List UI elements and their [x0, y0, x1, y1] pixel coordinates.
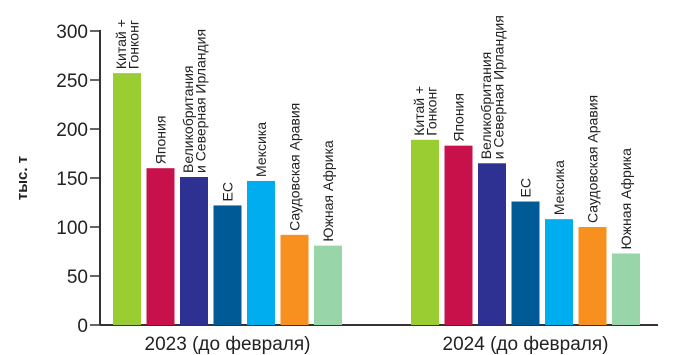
bar [280, 234, 309, 325]
bar [180, 177, 208, 325]
bar [578, 227, 607, 325]
bar-label: Южная Африка [320, 140, 336, 242]
bar [314, 245, 342, 325]
bar [444, 145, 473, 325]
bar [478, 163, 506, 325]
bar-label: Великобритания [180, 66, 196, 174]
bar [545, 219, 573, 325]
y-tick-label: 100 [56, 218, 88, 239]
bar-label: и Северная Ирландия [192, 29, 208, 173]
bar [511, 201, 540, 325]
bar-label: ЕС [518, 178, 534, 197]
bar-label: ЕС [220, 182, 236, 201]
bar-label: Китай + [411, 86, 427, 136]
bar [113, 73, 141, 325]
bar-label: Мексика [253, 122, 269, 177]
bar-label: Мексика [551, 160, 567, 215]
x-category-label: 2024 (до февраля) [443, 334, 609, 355]
bar-label: Китай + [113, 19, 129, 69]
y-tick-label: 50 [67, 267, 88, 288]
y-tick-label: 150 [56, 169, 88, 190]
x-category-label: 2023 (до февраля) [145, 334, 311, 355]
bar [411, 139, 439, 325]
axes: 0 50 100 150 200 250 300 2023 (до февраля) 2024 … [56, 22, 658, 355]
bar [213, 205, 242, 325]
bar-label: Великобритания [478, 52, 494, 160]
bar-label: Япония [153, 116, 169, 165]
bar-label: Гонконг [125, 20, 141, 69]
y-tick-label: 250 [56, 71, 88, 92]
bars [113, 73, 640, 325]
bar [146, 168, 175, 325]
y-tick-label: 200 [56, 120, 88, 141]
bar-label: Япония [451, 93, 467, 142]
y-tick-label: 300 [56, 22, 88, 43]
y-tick-label: 0 [77, 316, 88, 337]
bar [247, 180, 275, 325]
y-axis-label: тыс. т [14, 156, 31, 200]
bar-label: Саудовская Аравия [585, 95, 601, 223]
bar [612, 253, 640, 325]
bar-label: Гонконг [423, 87, 439, 136]
bar-label: Саудовская Аравия [287, 103, 303, 231]
bar-label: и Северная Ирландия [490, 15, 506, 159]
bar-label: Южная Африка [618, 148, 634, 250]
